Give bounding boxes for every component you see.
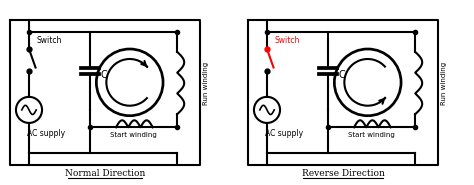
Text: Switch: Switch (274, 36, 300, 45)
Text: Reverse Direction: Reverse Direction (301, 169, 384, 178)
Text: Run winding: Run winding (441, 61, 447, 105)
Text: C: C (339, 70, 346, 80)
Text: Switch: Switch (36, 36, 62, 45)
Text: C: C (101, 70, 108, 80)
Text: Run winding: Run winding (203, 61, 209, 105)
Text: AC supply: AC supply (27, 129, 65, 138)
Text: Normal Direction: Normal Direction (65, 169, 145, 178)
Text: Start winding: Start winding (110, 132, 157, 138)
Text: AC supply: AC supply (265, 129, 303, 138)
Text: Start winding: Start winding (348, 132, 395, 138)
